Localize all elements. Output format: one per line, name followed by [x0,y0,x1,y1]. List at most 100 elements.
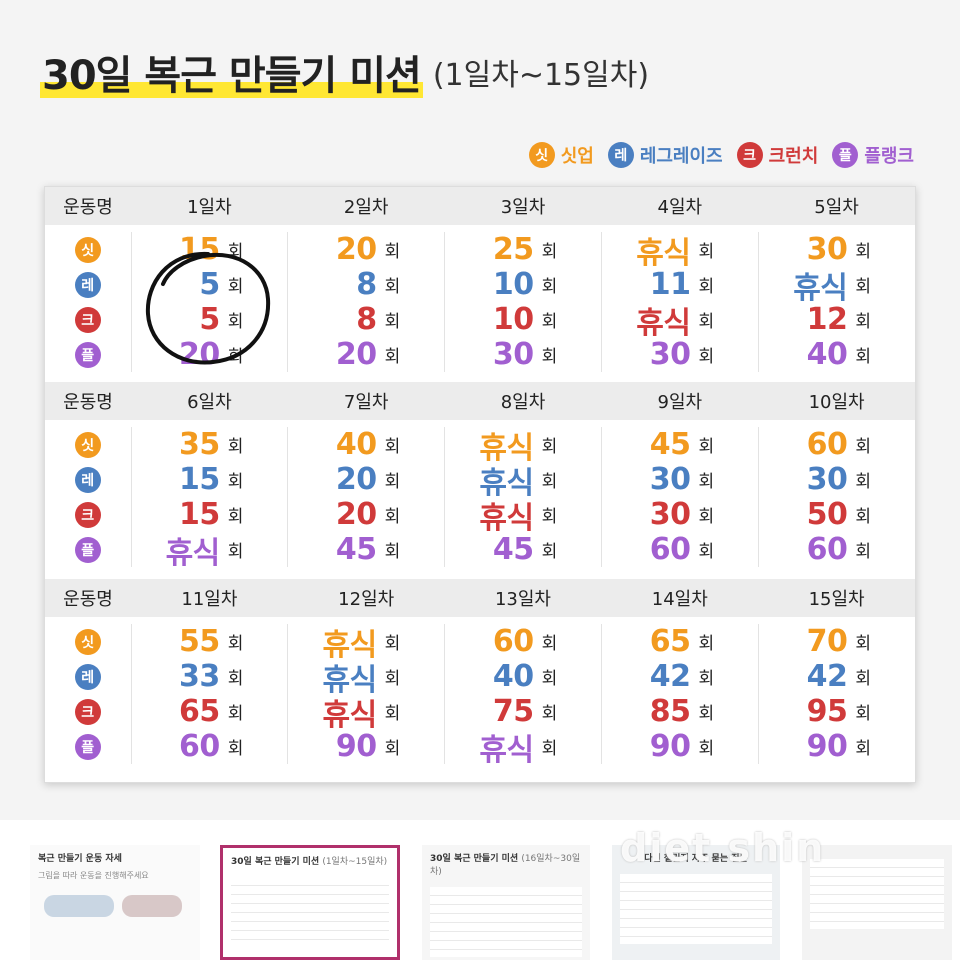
rep-value: 40 [492,659,534,694]
rep-value: 30 [649,462,691,497]
legend-item-legraise: 레 레그레이즈 [607,142,723,168]
rep-value: 휴식 [322,627,377,663]
table-cell: 휴식 회 [445,729,601,768]
rep-unit: 회 [384,704,401,724]
table-cell: 75 회 [445,694,601,729]
rep-unit: 회 [541,739,558,759]
legend-item-crunch: 크 크런치 [736,142,818,168]
thumbnail-grid [810,859,944,929]
exercise-name-header: 운동명 [63,197,113,218]
legend-label: 플랭크 [864,146,914,167]
rep-unit: 회 [541,437,558,457]
exercise-name-header: 운동명 [63,392,113,413]
table-cell: 60 회 [132,729,288,764]
thumbnail-faq[interactable]: 다신 챌린지 자주 묻는 질문 [612,845,780,960]
table-cell: 35 회 [132,427,288,462]
rep-value: 45 [335,532,377,567]
rep-unit: 회 [855,437,872,457]
rep-value: 50 [806,497,848,532]
rep-unit: 회 [855,704,872,724]
thumbnail-faq-2[interactable] [802,845,952,960]
table-cell: 33 회 [132,659,288,694]
plank-badge-icon: 플 [74,733,101,760]
rep-value: 10 [492,302,534,337]
mission-table: 운동명 1일차 2일차 3일차 4일차 5일차 싯 레 크 플 15 회 5 회 5 회 20 회 20 회 8 회 8 회 2… [44,186,916,783]
rep-unit: 회 [855,669,872,689]
page-subtitle: (1일차~15일차) [432,58,650,93]
table-block: 운동명 6일차 7일차 8일차 9일차 10일차 싯 레 크 플 35 회 15 회 15 회 휴식 회 40 회 20… [45,382,915,579]
table-cell: 25 회 [445,232,601,267]
situp-badge-icon: 싯 [528,142,555,168]
table-cell: 40 회 [445,659,601,694]
legend-item-situp: 싯 싯업 [528,142,594,168]
table-cell: 60 회 [602,532,758,567]
table-cell: 휴식 회 [602,232,758,271]
table-cell: 90 회 [602,729,758,764]
day-header: 3일차 [500,197,546,218]
table-cell: 90 회 [288,729,444,764]
day-header: 8일차 [500,392,546,413]
thumbnail-exercise-pose[interactable]: 복근 만들기 운동 자세 그림을 따라 운동을 진행해주세요 [30,845,200,960]
rep-unit: 회 [698,507,715,527]
day-column: 60 회 40 회 75 회 휴식 회 [444,624,601,768]
table-cell: 65 회 [602,624,758,659]
badge-cell: 크 [74,302,101,337]
day-header: 5일차 [814,197,859,218]
rep-value: 60 [649,532,691,567]
rep-unit: 회 [541,347,558,367]
rep-value: 30 [649,497,691,532]
rep-value: 휴식 [793,270,848,306]
rep-value: 20 [335,462,377,497]
thumbnail-mission-1-15[interactable]: 30일 복근 만들기 미션 (1일차~15일차) [220,845,400,960]
table-cell: 60 회 [759,532,915,567]
rep-unit: 회 [227,704,244,724]
rep-unit: 회 [384,312,401,332]
day-header: 10일차 [808,392,865,413]
thumbnail-title: 다신 챌린지 자주 묻는 질문 [644,854,748,864]
badge-cell: 크 [74,497,101,532]
table-cell: 30 회 [602,462,758,497]
rep-value: 95 [806,694,848,729]
rep-unit: 회 [384,542,401,562]
badge-cell: 레 [74,462,101,497]
badge-cell: 레 [74,659,101,694]
rep-unit: 회 [384,472,401,492]
rep-unit: 회 [698,472,715,492]
day-column: 65 회 42 회 85 회 90 회 [601,624,758,764]
rep-value: 11 [649,267,691,302]
day-header: 2일차 [343,197,389,218]
table-cell: 15 회 [132,497,288,532]
rep-value: 10 [492,267,534,302]
table-cell: 70 회 [759,624,915,659]
badge-cell: 플 [74,532,101,567]
table-cell: 휴식 회 [759,267,915,306]
exercise-figure-icon [122,895,182,917]
rep-unit: 회 [227,277,244,297]
day-column: 35 회 15 회 15 회 휴식 회 [130,427,288,571]
rep-unit: 회 [698,634,715,654]
table-cell: 30 회 [759,232,915,267]
exercise-name-header: 운동명 [63,589,113,610]
table-cell: 20 회 [288,462,444,497]
thumbnail-mission-16-30[interactable]: 30일 복근 만들기 미션 (16일차~30일차) [422,845,590,960]
rep-value: 60 [492,624,534,659]
rep-unit: 회 [855,312,872,332]
thumbnail-subtitle: (1일차~15일차) [322,857,388,867]
rep-value: 45 [649,427,691,462]
plank-badge-icon: 플 [74,341,101,368]
rep-value: 90 [649,729,691,764]
plank-badge-icon: 플 [74,536,101,563]
table-header-row: 운동명 6일차 7일차 8일차 9일차 10일차 [45,382,915,420]
day-column: 휴식 회 휴식 회 휴식 회 45 회 [444,427,601,567]
table-body: 싯 레 크 플 35 회 15 회 15 회 휴식 회 40 회 20 회 20 회 45 회 휴식 회 휴식 회 휴식 회 45 회… [45,420,915,571]
table-cell: 휴식 회 [445,497,601,536]
rep-unit: 회 [227,312,244,332]
rep-value: 60 [806,427,848,462]
day-header: 13일차 [494,589,551,610]
table-cell: 45 회 [602,427,758,462]
badge-cell: 플 [74,337,101,372]
thumbnail-title-text: 30일 복근 만들기 미션 [430,854,519,864]
table-cell: 95 회 [759,694,915,729]
table-cell: 15 회 [132,462,288,497]
